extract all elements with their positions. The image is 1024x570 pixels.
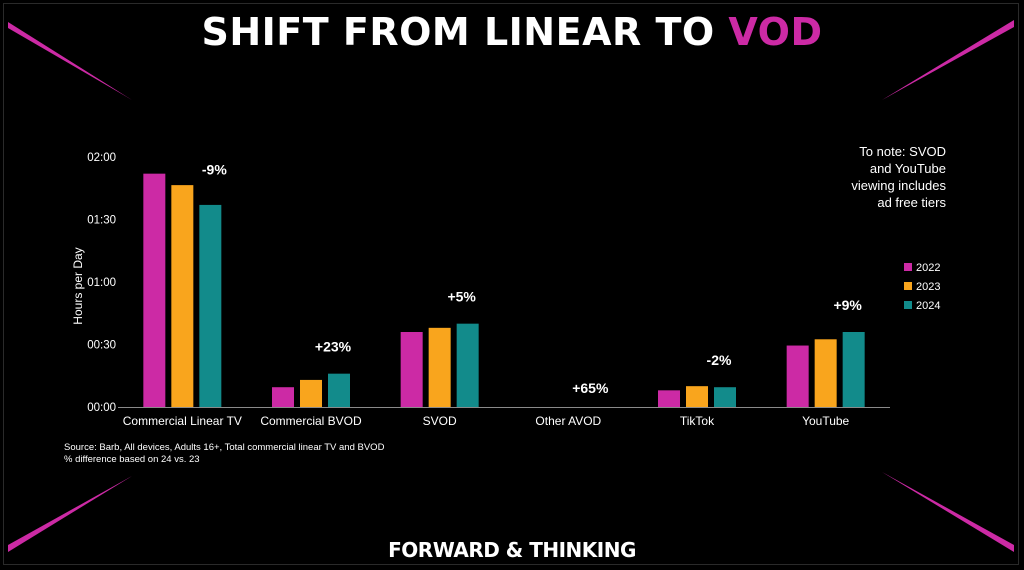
bar-2024 [328, 373, 350, 407]
percent-change-label: +9% [833, 297, 862, 313]
footnote-ad-free-tiers: To note: SVOD and YouTube viewing includ… [851, 144, 946, 210]
chart-legend: 2022 2023 2024 [904, 262, 940, 312]
x-tick-label: Commercial Linear TV [123, 414, 242, 428]
bar-2023 [171, 185, 194, 407]
bar-2023 [428, 327, 451, 407]
chart-axes: 00:00 00:30 01:00 01:30 02:00 Hours per Day [71, 152, 890, 414]
brand-footer: FORWARD & THINKING [388, 538, 636, 562]
bottom-left-accent [8, 476, 132, 552]
bar-2024 [714, 387, 736, 407]
source-line: Source: Barb, All devices, Adults 16+, T… [64, 442, 385, 453]
bar-2022 [272, 387, 294, 407]
x-tick-label: Commercial BVOD [260, 414, 362, 428]
y-tick-label: 02:00 [87, 152, 116, 164]
percent-change-label: +5% [447, 289, 476, 305]
percent-change-label: +23% [315, 339, 352, 355]
slide-border [3, 3, 1019, 565]
slide-title: SHIFT FROM LINEAR TO VOD [0, 8, 1024, 56]
x-tick-label: TikTok [680, 414, 715, 428]
y-axis-label: Hours per Day [71, 247, 85, 324]
chart-labels: Commercial Linear TV -9% Commercial BVOD +2… [123, 162, 863, 428]
bar-2024 [842, 332, 865, 407]
legend-label: 2022 [916, 262, 940, 274]
y-tick-label: 00:00 [87, 402, 116, 414]
legend-swatch-2024 [904, 301, 912, 309]
x-tick-label: Other AVOD [535, 414, 601, 428]
x-tick-label: SVOD [423, 414, 457, 428]
bar-2022 [143, 173, 166, 407]
top-right-accent [882, 20, 1014, 100]
bar-2022 [658, 390, 680, 407]
bar-2023 [300, 379, 322, 407]
percent-change-label: +65% [572, 380, 609, 396]
x-tick-label: YouTube [802, 414, 849, 428]
y-tick-label: 01:30 [87, 215, 116, 227]
title-main: SHIFT FROM LINEAR TO [201, 10, 729, 54]
percent-change-label: -9% [202, 162, 227, 178]
bar-2023 [686, 386, 708, 407]
bar-2022 [786, 345, 809, 407]
bar-2024 [456, 323, 479, 407]
legend-swatch-2023 [904, 282, 912, 290]
source-note: Source: Barb, All devices, Adults 16+, T… [64, 442, 484, 466]
y-tick-label: 01:00 [87, 277, 116, 289]
legend-label: 2024 [916, 300, 940, 312]
bottom-right-accent [882, 472, 1014, 552]
legend-label: 2023 [916, 281, 940, 293]
top-left-accent [8, 22, 132, 100]
percent-change-label: -2% [707, 352, 732, 368]
bar-2022 [400, 332, 423, 407]
bar-2023 [814, 339, 837, 407]
bar-2024 [199, 204, 222, 407]
chart-bars [143, 173, 865, 407]
legend-swatch-2022 [904, 263, 912, 271]
title-accent: VOD [728, 10, 823, 54]
y-tick-label: 00:30 [87, 340, 116, 352]
difference-basis-line: % difference based on 24 vs. 23 [64, 454, 200, 465]
